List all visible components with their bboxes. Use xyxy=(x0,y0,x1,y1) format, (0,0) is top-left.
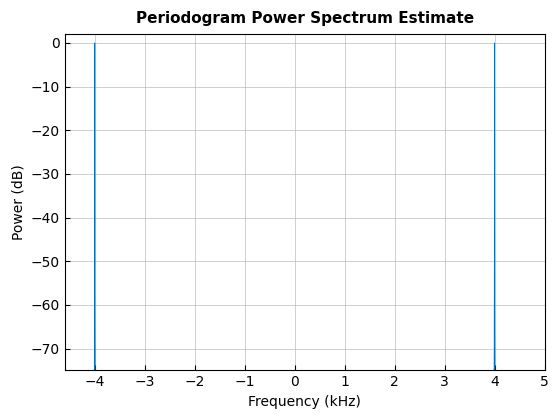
X-axis label: Frequency (kHz): Frequency (kHz) xyxy=(248,395,361,409)
Y-axis label: Power (dB): Power (dB) xyxy=(11,165,25,240)
Title: Periodogram Power Spectrum Estimate: Periodogram Power Spectrum Estimate xyxy=(136,11,474,26)
